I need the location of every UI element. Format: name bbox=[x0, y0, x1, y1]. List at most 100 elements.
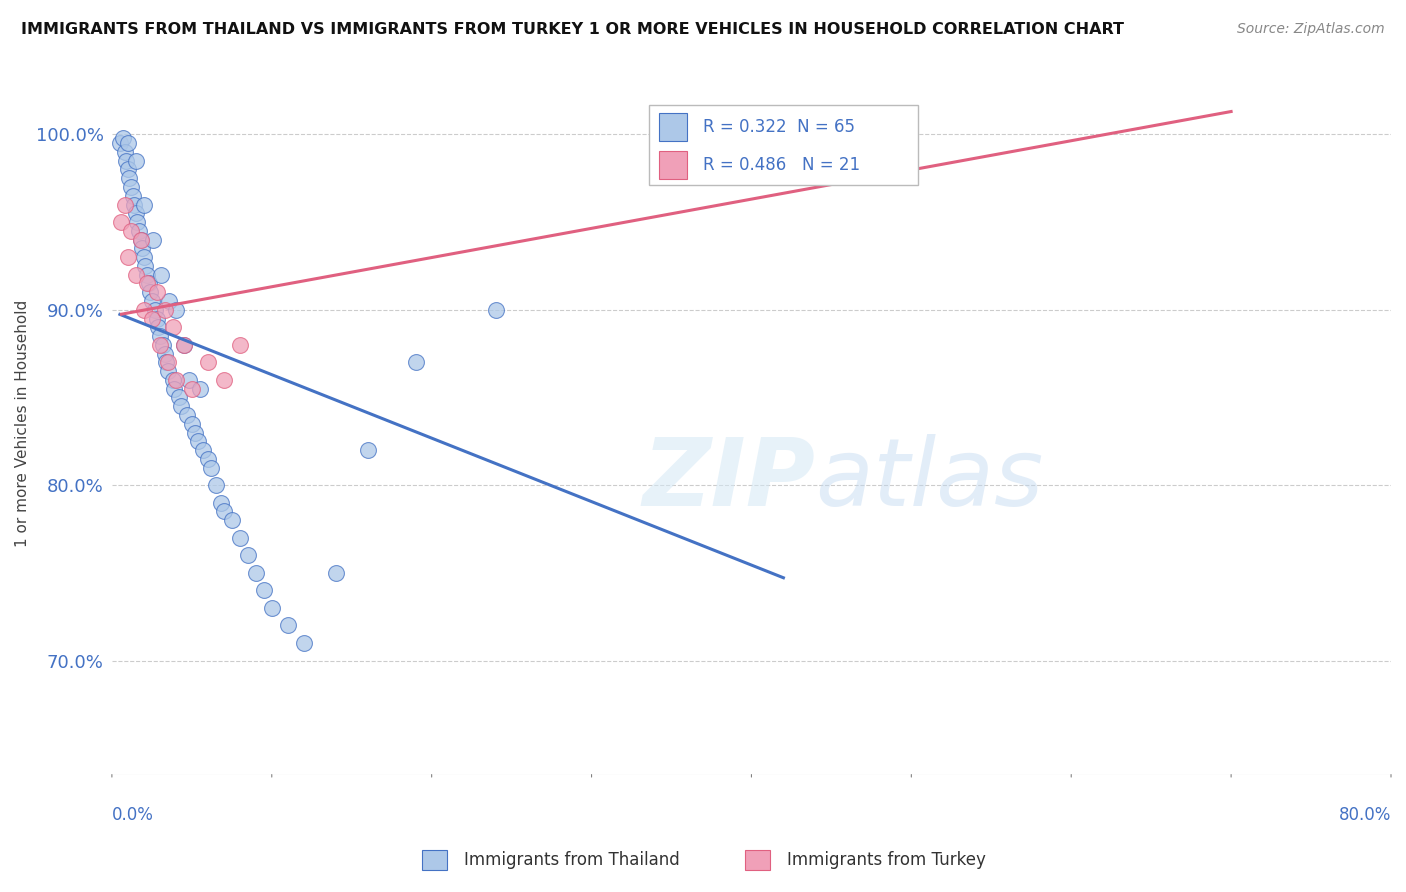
Point bbox=[114, 197, 136, 211]
Point bbox=[150, 268, 173, 282]
Point bbox=[212, 504, 235, 518]
Point bbox=[180, 417, 202, 431]
Point bbox=[236, 549, 259, 563]
Point bbox=[127, 215, 149, 229]
Point bbox=[136, 277, 159, 291]
Point bbox=[485, 302, 508, 317]
Point bbox=[129, 233, 152, 247]
Point bbox=[325, 566, 347, 580]
Point bbox=[180, 382, 202, 396]
Point bbox=[124, 197, 146, 211]
Point bbox=[191, 443, 214, 458]
Point bbox=[221, 513, 243, 527]
Point bbox=[173, 338, 195, 352]
Point bbox=[145, 311, 167, 326]
Text: Source: ZipAtlas.com: Source: ZipAtlas.com bbox=[1237, 22, 1385, 37]
Point bbox=[145, 285, 167, 300]
Point bbox=[277, 618, 299, 632]
Point bbox=[125, 206, 148, 220]
Text: Immigrants from Turkey: Immigrants from Turkey bbox=[787, 851, 986, 869]
Point bbox=[162, 373, 184, 387]
Point bbox=[149, 338, 172, 352]
Point bbox=[156, 364, 179, 378]
Point bbox=[153, 302, 176, 317]
Point bbox=[112, 131, 135, 145]
Point bbox=[132, 197, 155, 211]
Point bbox=[229, 531, 252, 545]
Point bbox=[118, 171, 141, 186]
Text: ZIP: ZIP bbox=[643, 434, 815, 526]
Point bbox=[292, 636, 315, 650]
Point bbox=[108, 136, 131, 150]
Point bbox=[153, 346, 176, 360]
Point bbox=[837, 128, 859, 142]
Point bbox=[136, 268, 159, 282]
Point bbox=[204, 478, 226, 492]
Point bbox=[152, 338, 174, 352]
Point bbox=[163, 382, 186, 396]
Point bbox=[142, 233, 165, 247]
Point bbox=[165, 302, 187, 317]
Point bbox=[245, 566, 267, 580]
Point bbox=[141, 311, 163, 326]
Point bbox=[209, 496, 232, 510]
Text: 80.0%: 80.0% bbox=[1339, 806, 1391, 824]
Text: Immigrants from Thailand: Immigrants from Thailand bbox=[464, 851, 679, 869]
Point bbox=[188, 382, 211, 396]
Point bbox=[110, 215, 132, 229]
Point bbox=[125, 153, 148, 168]
Point bbox=[184, 425, 207, 440]
Point bbox=[139, 285, 162, 300]
Point bbox=[229, 338, 252, 352]
Point bbox=[162, 320, 184, 334]
Text: R = 0.322  N = 65: R = 0.322 N = 65 bbox=[703, 118, 855, 136]
Y-axis label: 1 or more Vehicles in Household: 1 or more Vehicles in Household bbox=[15, 300, 30, 548]
Text: 0.0%: 0.0% bbox=[112, 806, 153, 824]
Point bbox=[169, 399, 191, 413]
Point bbox=[117, 250, 139, 264]
Point bbox=[197, 355, 219, 369]
Point bbox=[141, 293, 163, 308]
Text: atlas: atlas bbox=[815, 434, 1043, 525]
Point bbox=[125, 268, 148, 282]
Point bbox=[117, 136, 139, 150]
Text: IMMIGRANTS FROM THAILAND VS IMMIGRANTS FROM TURKEY 1 OR MORE VEHICLES IN HOUSEHO: IMMIGRANTS FROM THAILAND VS IMMIGRANTS F… bbox=[21, 22, 1123, 37]
Point bbox=[121, 188, 143, 202]
Point bbox=[120, 224, 142, 238]
Point bbox=[117, 162, 139, 177]
Point bbox=[176, 408, 198, 422]
Point bbox=[173, 338, 195, 352]
Point bbox=[148, 320, 170, 334]
Point bbox=[165, 373, 187, 387]
Point bbox=[405, 355, 427, 369]
FancyBboxPatch shape bbox=[650, 104, 918, 186]
Point bbox=[253, 583, 276, 598]
Point bbox=[159, 293, 181, 308]
Point bbox=[167, 391, 190, 405]
Point bbox=[155, 355, 177, 369]
Point bbox=[132, 302, 155, 317]
Point bbox=[260, 601, 283, 615]
Point bbox=[143, 302, 166, 317]
Point bbox=[132, 250, 155, 264]
Point bbox=[120, 180, 142, 194]
Point bbox=[212, 373, 235, 387]
Point bbox=[129, 233, 152, 247]
Point bbox=[772, 128, 794, 142]
Point bbox=[197, 451, 219, 466]
Point bbox=[149, 329, 172, 343]
Point bbox=[131, 241, 153, 255]
Point bbox=[200, 460, 222, 475]
FancyBboxPatch shape bbox=[659, 112, 688, 141]
Point bbox=[177, 373, 200, 387]
Point bbox=[134, 259, 156, 273]
Text: R = 0.486   N = 21: R = 0.486 N = 21 bbox=[703, 156, 860, 174]
Point bbox=[156, 355, 179, 369]
Point bbox=[187, 434, 209, 449]
Point bbox=[128, 224, 150, 238]
Point bbox=[357, 443, 380, 458]
Point bbox=[138, 277, 160, 291]
Point bbox=[115, 153, 138, 168]
Point bbox=[114, 145, 136, 159]
FancyBboxPatch shape bbox=[659, 151, 688, 178]
